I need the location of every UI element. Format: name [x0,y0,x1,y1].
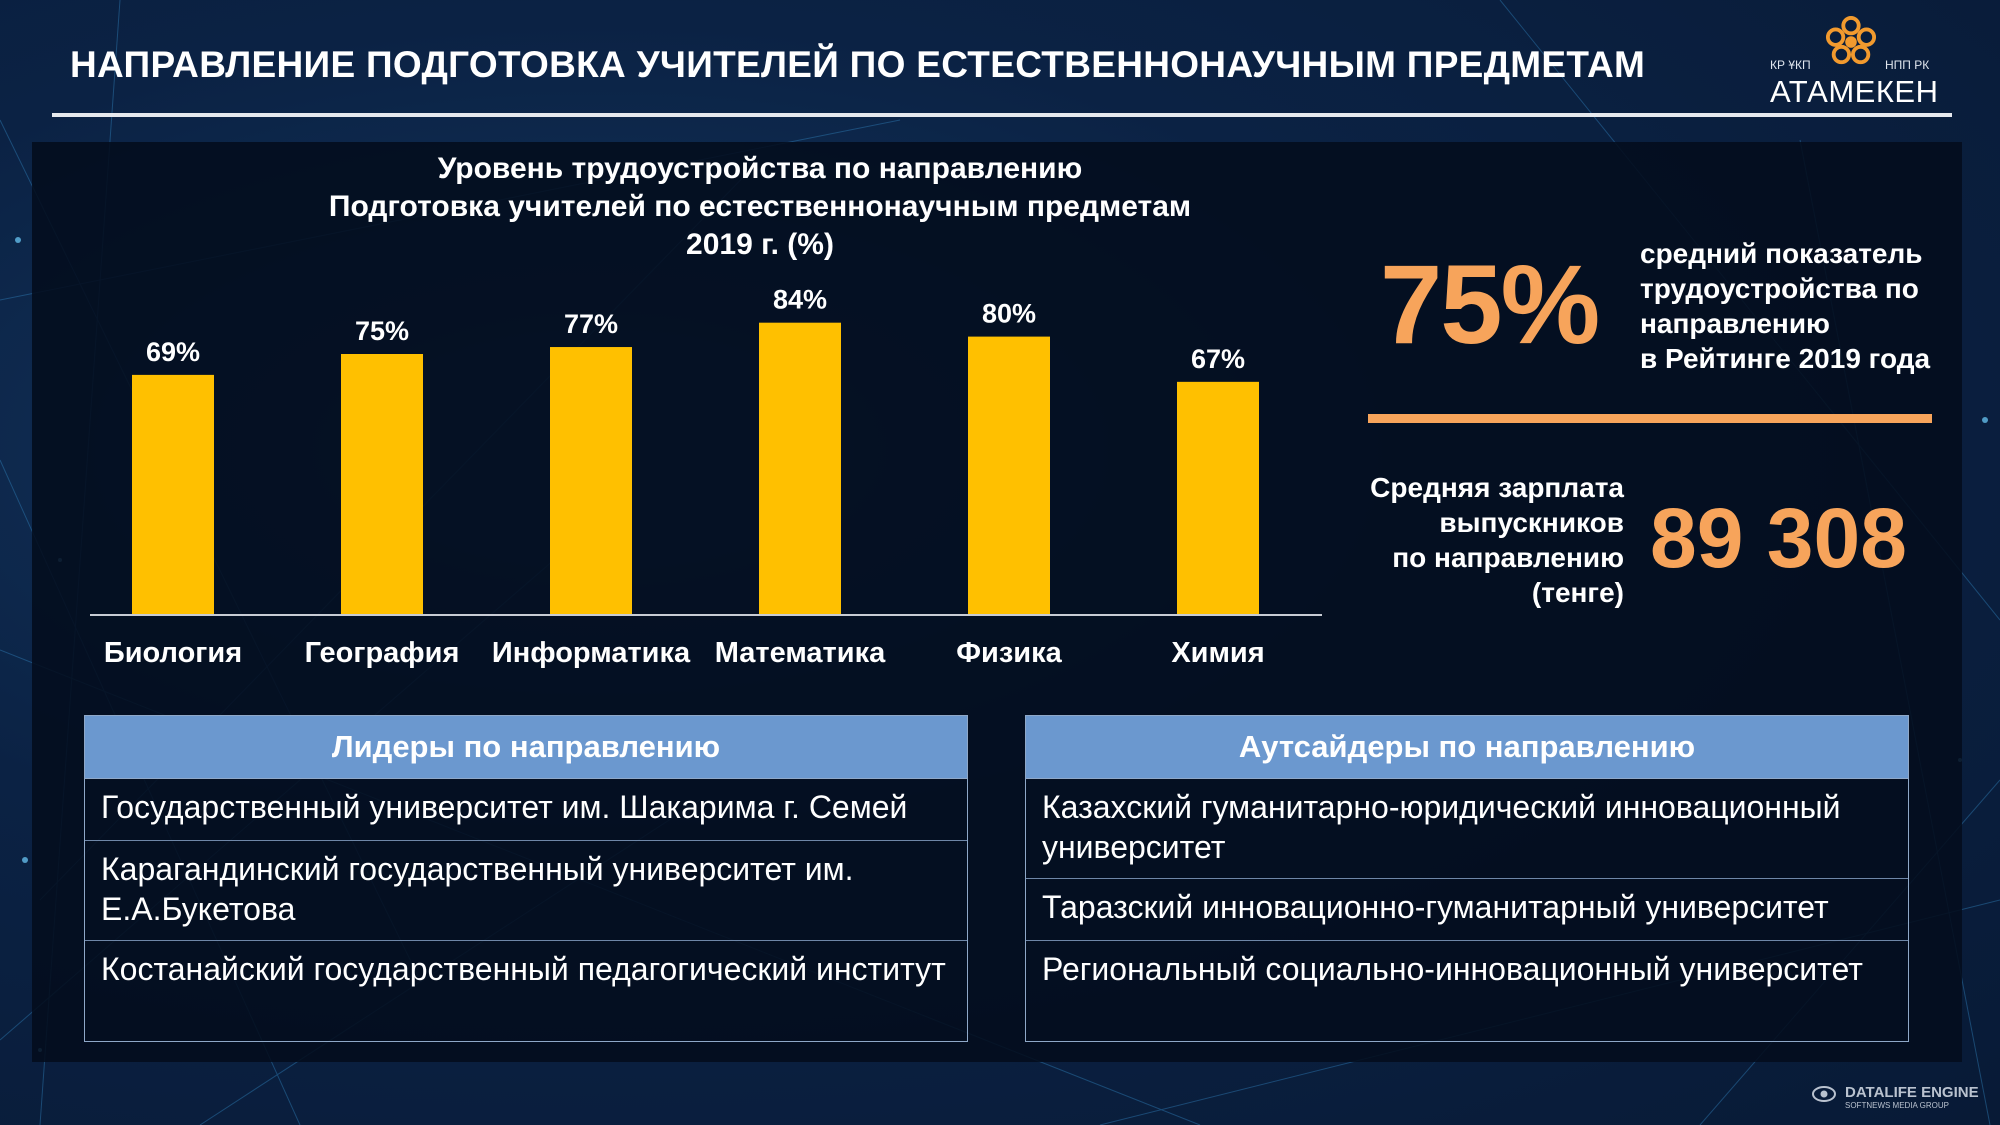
atameken-logo: КР ҰКП НПП РК АТАМЕКЕН [1770,14,1940,109]
employment-bar-chart: 69% Биология 75% География 77% Информатика 84%… [90,285,1322,669]
salary-label-line: (тенге) [1531,577,1624,608]
page-title: НАПРАВЛЕНИЕ ПОДГОТОВКА УЧИТЕЛЕЙ ПО ЕСТЕС… [70,44,1646,85]
logo-right-caption: НПП РК [1885,58,1930,72]
outsiders-table: Аутсайдеры по направлению Казахский гума… [1025,715,1909,1042]
table-row: Таразский инновационно-гуманитарный унив… [1026,879,1908,941]
bar-value-label: 67% [1191,344,1245,374]
logo-name: АТАМЕКЕН [1770,74,1939,109]
employment-average-value: 75% [1380,242,1600,367]
logo-ornament-icon [1825,16,1877,65]
table-row: Региональный социально-инновационный уни… [1042,951,1863,987]
bar-value-label: 75% [355,316,409,346]
category-label: Химия [1171,637,1264,669]
chart-title-line: Подготовка учителей по естественнонаучны… [328,190,1192,223]
category-label: Математика [715,637,886,669]
category-label: Информатика [492,637,691,669]
title-divider [52,113,1952,117]
salary-label: Средняя зарплата выпускников по направле… [1330,470,1624,610]
desc-line: средний показатель [1640,238,1923,269]
leaders-table: Лидеры по направлению Государственный ун… [84,715,968,1042]
desc-line: трудоустройства по [1640,273,1919,304]
chart-title-line: 2019 г. (%) [686,228,834,261]
watermark-sub: SOFTNEWS MEDIA GROUP [1845,1101,1950,1110]
salary-label-line: по направлению [1392,542,1624,573]
bar-value-label: 80% [982,299,1036,329]
category-label: География [305,637,460,669]
bar-4 [759,322,841,615]
salary-label-line: выпускников [1439,507,1624,538]
category-label: Физика [956,637,1062,669]
bar-5 [968,336,1050,615]
desc-line: в Рейтинге 2019 года [1640,343,1931,374]
bar-value-label: 77% [564,309,618,339]
table-row: Костанайский государственный педагогичес… [101,951,946,987]
logo-left-caption: КР ҰКП [1770,58,1811,72]
bar-value-label: 84% [773,285,827,315]
bar-value-label: 69% [146,337,200,367]
table-row: Государственный университет им. Шакарима… [85,779,967,841]
watermark-name: DATALIFE ENGINE [1845,1084,1979,1101]
employment-average-description: средний показатель трудоустройства по на… [1640,236,1980,376]
table-row: Казахский гуманитарно-юридический иннова… [1026,779,1908,879]
outsiders-table-header: Аутсайдеры по направлению [1026,716,1908,779]
desc-line: направлению [1640,308,1830,339]
stats-divider [1368,414,1932,423]
salary-value: 89 308 [1650,491,1907,585]
chart-title-line: Уровень трудоустройства по направлению [437,152,1083,185]
table-row: Карагандинский государственный университ… [85,841,967,941]
bar-2 [341,354,423,615]
bar-6 [1177,381,1259,615]
bar-3 [550,347,632,615]
leaders-table-header: Лидеры по направлению [85,716,967,779]
salary-label-line: Средняя зарплата [1370,472,1624,503]
bar-1 [132,374,214,615]
datalife-eye-icon [1812,1086,1836,1102]
category-label: Биология [104,637,242,669]
chart-title: Уровень трудоустройства по направлению П… [140,150,1380,264]
